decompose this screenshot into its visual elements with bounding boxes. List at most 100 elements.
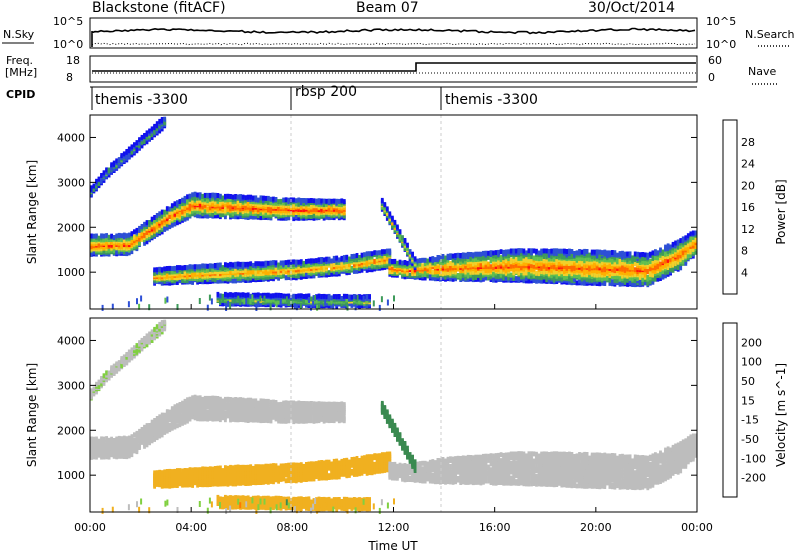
power-cell	[676, 244, 680, 250]
nave-tick-top: 60	[708, 54, 722, 67]
power-cell	[461, 273, 465, 279]
power-cell	[259, 261, 263, 267]
power-cell	[461, 276, 465, 282]
power-cell	[563, 259, 566, 265]
power-cell	[679, 244, 683, 249]
power-cell	[208, 294, 211, 301]
velocity-cell	[148, 433, 151, 439]
power-cell	[492, 270, 495, 276]
power-cell	[428, 256, 432, 262]
power-cell	[292, 202, 296, 208]
power-cell	[322, 267, 326, 273]
power-cell	[176, 267, 179, 273]
velocity-cell	[117, 435, 121, 441]
power-cell	[249, 210, 253, 216]
power-cell	[112, 235, 116, 240]
power-cell	[234, 292, 237, 298]
velocity-cell	[249, 417, 253, 423]
velocity-cell	[135, 430, 139, 436]
power-cell	[229, 212, 232, 218]
power-cell	[274, 266, 278, 272]
power-cell	[158, 266, 162, 272]
power-cell	[237, 295, 240, 302]
nsky-tick-top-right: 10^5	[706, 15, 736, 28]
power-cell	[648, 259, 652, 264]
power-cell	[656, 276, 660, 282]
power-cell	[337, 260, 341, 265]
power-cell	[671, 241, 675, 247]
power-cell	[593, 272, 597, 278]
power-cell	[208, 269, 212, 275]
power-cell	[312, 295, 316, 301]
velocity-cell	[170, 406, 174, 412]
power-cell	[330, 262, 334, 268]
velocity-cell	[178, 402, 182, 407]
velocity-cell	[173, 404, 177, 410]
power-cell	[611, 279, 614, 285]
power-cell	[206, 263, 210, 269]
power-cell	[221, 212, 225, 218]
power-cell	[140, 230, 144, 236]
power-cell	[168, 206, 172, 212]
power-cell	[492, 250, 495, 256]
power-cell	[279, 260, 283, 266]
velocity-cell	[254, 414, 258, 420]
power-cell	[229, 292, 232, 298]
velocity-cell	[105, 443, 108, 449]
power-cell	[135, 146, 139, 152]
power-cell	[482, 250, 485, 256]
power-cell	[686, 247, 690, 253]
power-cell	[122, 245, 126, 251]
power-cell	[282, 293, 285, 299]
power-cell	[380, 249, 384, 255]
power-cell	[664, 244, 667, 250]
power-cell	[525, 278, 528, 284]
power-cell	[580, 260, 584, 265]
power-cell	[484, 275, 488, 281]
power-cell	[160, 117, 164, 122]
power-cell	[188, 264, 192, 270]
power-cell	[358, 255, 361, 260]
power-cell	[583, 280, 586, 286]
power-cell	[312, 258, 316, 264]
power-cell	[312, 198, 316, 204]
velocity-cell	[155, 416, 159, 421]
power-cell	[102, 237, 106, 243]
velocity-cell	[226, 403, 230, 409]
power-cell	[434, 257, 437, 263]
power-cell	[221, 293, 225, 299]
power-colorbar-tick: 8	[741, 245, 748, 258]
velocity-cell	[186, 415, 189, 421]
power-cell	[327, 198, 331, 204]
power-cell	[383, 202, 387, 208]
power-cell	[110, 162, 113, 168]
power-cell	[244, 195, 248, 201]
power-cell	[542, 248, 546, 254]
power-y-tick-label: 1000	[57, 266, 85, 279]
velocity-cell	[216, 409, 220, 415]
power-cell	[292, 197, 296, 203]
power-cell	[368, 294, 371, 300]
power-cell	[297, 259, 301, 265]
power-cell	[340, 198, 344, 204]
velocity-cell	[211, 404, 215, 410]
power-cell	[444, 274, 447, 280]
power-cell	[201, 269, 205, 275]
power-cell	[247, 298, 250, 304]
velocity-cell	[254, 398, 258, 404]
power-cell	[191, 199, 194, 204]
power-cell	[274, 197, 278, 202]
power-cell	[224, 264, 227, 270]
velocity-cell	[206, 395, 210, 401]
power-cell	[633, 251, 637, 257]
power-cell	[257, 301, 260, 308]
power-cell	[213, 263, 217, 268]
power-cell	[598, 281, 602, 287]
power-cell	[580, 249, 584, 255]
cpid-label: CPID	[6, 88, 35, 101]
nsky-panel: N.Sky 10^5 10^0 10^5 10^0 N.Search	[2, 15, 795, 51]
power-cell	[583, 263, 586, 269]
power-cell	[385, 210, 389, 216]
power-cell	[173, 220, 177, 226]
